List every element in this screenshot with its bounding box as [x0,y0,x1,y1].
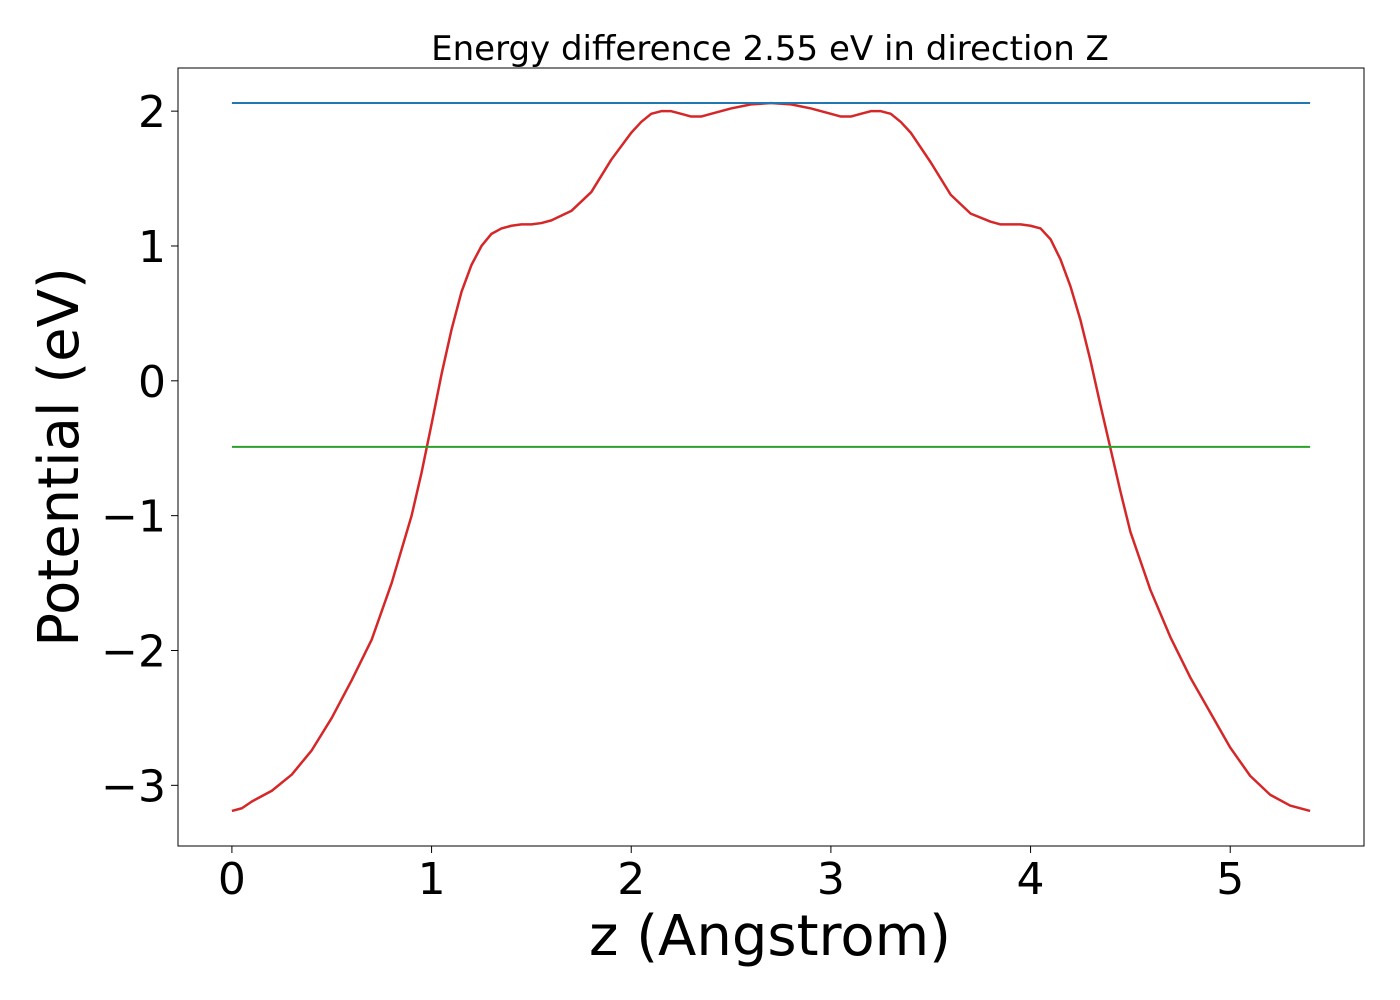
y-tick-label: −1 [101,492,166,543]
y-tick-label: −2 [101,626,166,677]
x-tick-label: 0 [218,854,246,905]
x-tick-label: 1 [418,854,446,905]
y-axis-ticks: −3 −2 −1 0 1 2 [101,87,178,812]
y-tick-label: −3 [101,761,166,812]
x-tick-label: 3 [817,854,845,905]
x-tick-label: 4 [1017,854,1045,905]
series-line-0 [231,101,1311,813]
x-axis-label: z (Angstrom) [589,904,951,969]
y-tick-label: 0 [138,357,166,408]
y-tick-label: 2 [138,87,166,138]
x-tick-label: 2 [617,854,645,905]
x-tick-label: 5 [1216,854,1244,905]
y-axis-label: Potential (eV) [27,267,92,647]
y-tick-label: 1 [138,222,166,273]
plot-series-group [231,101,1311,813]
plot-frame [177,67,1365,847]
chart-title: Energy difference 2.55 eV in direction Z [431,29,1109,69]
x-axis-ticks: 0 1 2 3 4 5 [218,846,1244,905]
